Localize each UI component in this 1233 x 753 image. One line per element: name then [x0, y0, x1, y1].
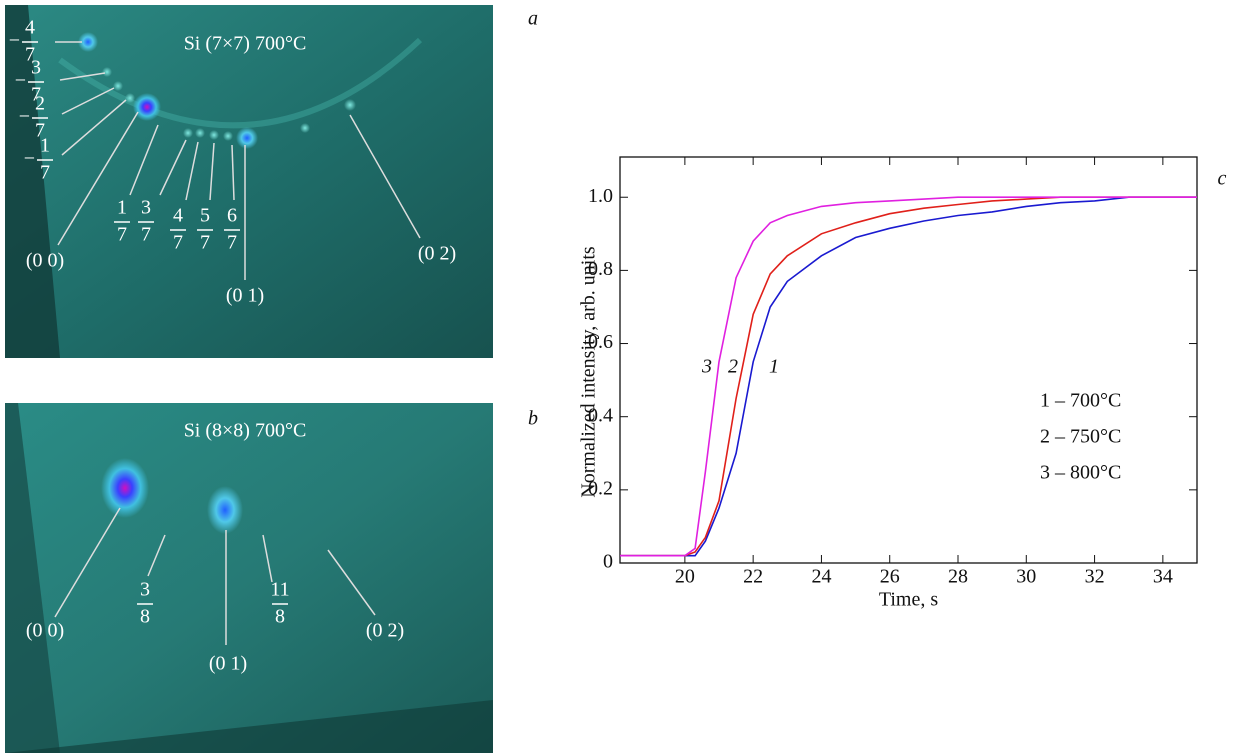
spot-label: (0 1) [209, 653, 247, 675]
curve-label: 2 [728, 356, 738, 378]
fraction-denominator: 7 [35, 120, 45, 142]
x-tick-label: 20 [675, 566, 695, 588]
legend-entry: 3 – 800°C [1040, 462, 1121, 484]
x-tick-label: 34 [1153, 566, 1173, 588]
fraction-denominator: 8 [140, 606, 150, 628]
x-tick-label: 28 [948, 566, 968, 588]
fraction-numerator: 11 [270, 579, 289, 601]
panel-title: Si (7×7) 700°C [184, 33, 307, 55]
x-axis-label: Time, s [879, 589, 939, 611]
fraction-sign: − [19, 106, 30, 128]
series-line [620, 196, 1197, 557]
fraction-denominator: 7 [227, 232, 237, 254]
spot-label: (0 0) [26, 620, 64, 642]
pointer-lines [55, 41, 421, 280]
fraction-numerator: 4 [25, 17, 35, 39]
x-tick-label: 24 [811, 566, 831, 588]
chart: 20 22 24 26 28 30 32 34 0 0.2 0.4 0.6 0.8 1.0 Time, s N… [578, 156, 1227, 611]
rheed-image-a: Si (7×7) 700°C−47−37−27−17(0 0)173747576… [5, 5, 493, 358]
x-tick-label: 26 [880, 566, 900, 588]
fraction-numerator: 5 [200, 205, 210, 227]
y-axis-label: Normalized intensity, arb. units [578, 246, 600, 498]
fraction-numerator: 1 [40, 135, 50, 157]
series-line [620, 196, 1197, 557]
panel-letter: b [528, 408, 538, 430]
rheed-image-b: Si (8×8) 700°C (0 0) 3 8 (0 1) 11 8 (0 2) [5, 403, 493, 753]
y-tick-label: 0.6 [588, 331, 613, 353]
fraction-denominator: 7 [173, 232, 183, 254]
plot-frame [619, 156, 1198, 564]
fraction-numerator: 6 [227, 205, 237, 227]
spot-label: (0 0) [26, 250, 64, 272]
fraction-numerator: 2 [35, 93, 45, 115]
y-tick-label: 0.4 [588, 404, 613, 426]
legend-entry: 1 – 700°C [1040, 390, 1121, 412]
curve-label: 1 [769, 356, 779, 378]
pointer-lines [54, 507, 376, 645]
fraction-denominator: 7 [31, 84, 41, 106]
fraction-sign: − [9, 30, 20, 52]
spot-label: (0 2) [366, 620, 404, 642]
panel-title: Si (8×8) 700°C [184, 420, 307, 442]
y-tick-label: 0.2 [588, 477, 613, 499]
x-tick-label: 30 [1016, 566, 1036, 588]
legend-entry: 2 – 750°C [1040, 426, 1121, 448]
y-tick-label: 0.8 [588, 258, 613, 280]
x-tick-label: 32 [1085, 566, 1105, 588]
fraction-numerator: 4 [173, 205, 183, 227]
curve-label: 3 [701, 356, 712, 378]
panel-letter: a [528, 8, 538, 30]
y-tick-label: 1.0 [588, 185, 613, 207]
panel-letter: c [1218, 168, 1227, 190]
fraction-numerator: 3 [141, 197, 151, 219]
fraction-numerator: 1 [117, 197, 127, 219]
spot-label: (0 1) [226, 285, 264, 307]
fraction-denominator: 7 [25, 44, 35, 66]
fraction-denominator: 8 [275, 606, 285, 628]
fraction-numerator: 3 [140, 579, 150, 601]
fraction-numerator: 3 [31, 57, 41, 79]
fraction-denominator: 7 [40, 162, 50, 184]
y-tick-label: 0 [603, 551, 613, 573]
fraction-sign: − [15, 70, 26, 92]
x-tick-label: 22 [743, 566, 763, 588]
fraction-denominator: 7 [117, 224, 127, 246]
spot-label: (0 2) [418, 243, 456, 265]
fraction-sign: − [24, 148, 35, 170]
fraction-denominator: 7 [141, 224, 151, 246]
fraction-denominator: 7 [200, 232, 210, 254]
